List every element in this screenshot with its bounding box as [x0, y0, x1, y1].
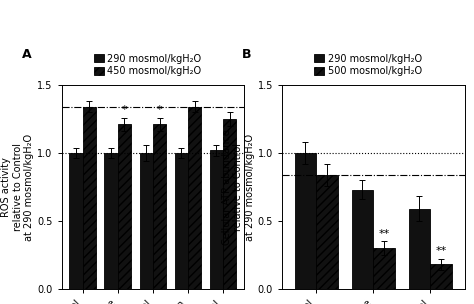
Y-axis label: ROS activity
relative to Control
at 290 mosmol/kgH₂O: ROS activity relative to Control at 290 … [1, 133, 35, 240]
Bar [69, 153, 82, 289]
Legend: 290 mosmol/kgH₂O, 450 mosmol/kgH₂O: 290 mosmol/kgH₂O, 450 mosmol/kgH₂O [94, 54, 201, 76]
Bar [174, 153, 188, 289]
Bar [188, 107, 201, 289]
Text: *: * [122, 105, 127, 115]
Bar [352, 190, 373, 289]
Text: **: ** [378, 229, 390, 239]
Bar [210, 150, 223, 289]
Text: A: A [21, 48, 31, 61]
Text: **: ** [436, 246, 447, 256]
Bar [373, 248, 395, 289]
Bar [104, 153, 118, 289]
Legend: 290 mosmol/kgH₂O, 500 mosmol/kgH₂O: 290 mosmol/kgH₂O, 500 mosmol/kgH₂O [314, 54, 422, 76]
Bar [223, 119, 237, 289]
Bar [139, 153, 153, 289]
Y-axis label: Cellular ATP abundance
relative to Control
at 290 mosmol/kgH₂O: Cellular ATP abundance relative to Contr… [222, 129, 255, 245]
Bar [153, 125, 166, 289]
Bar [430, 264, 452, 289]
Bar [82, 107, 96, 289]
Text: *: * [157, 105, 163, 115]
Bar [316, 175, 338, 289]
Bar [118, 125, 131, 289]
Text: B: B [242, 48, 251, 61]
Bar [409, 209, 430, 289]
Bar [294, 153, 316, 289]
